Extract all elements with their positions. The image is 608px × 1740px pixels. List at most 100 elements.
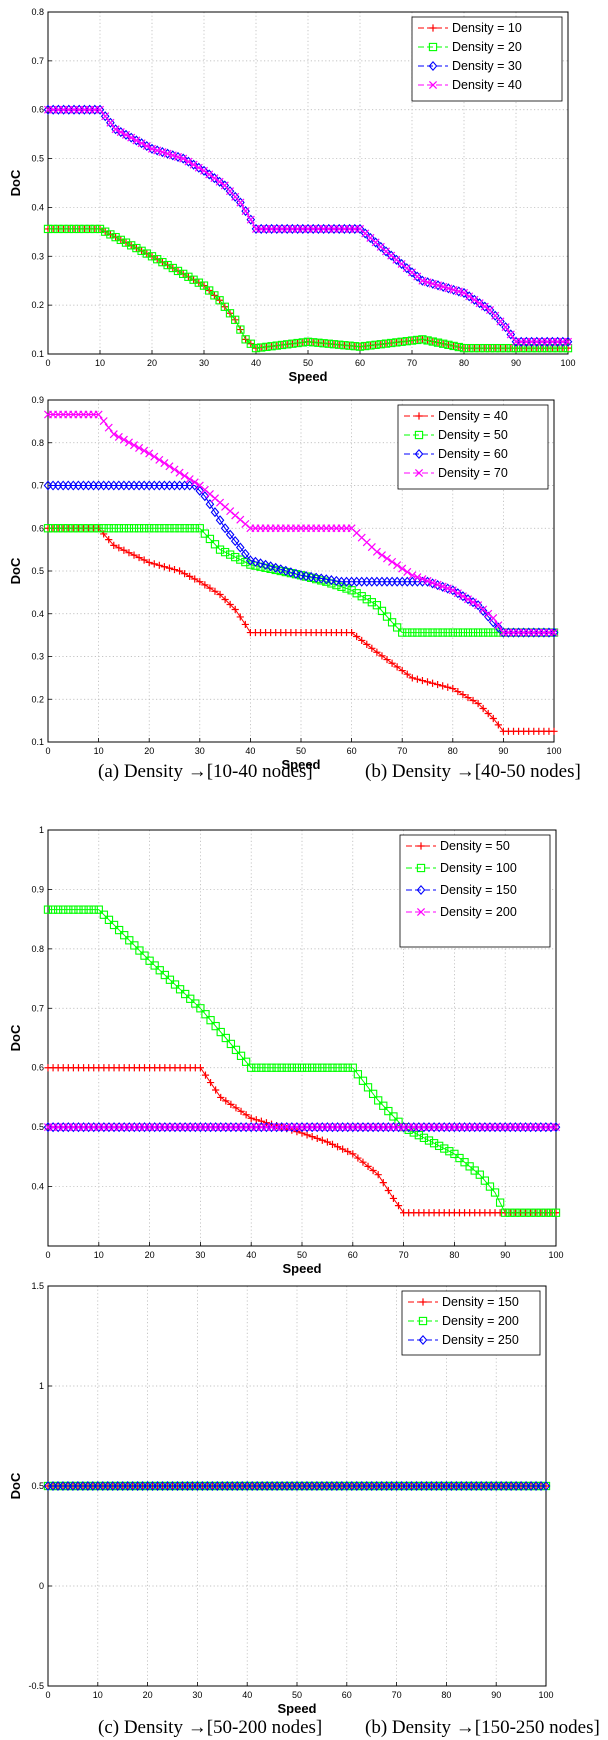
- data-point: [216, 1027, 225, 1037]
- x-tick-label: 30: [199, 358, 209, 368]
- data-point: [210, 540, 220, 549]
- data-point: [455, 1153, 464, 1163]
- data-point: [175, 567, 184, 575]
- data-point: [485, 343, 495, 353]
- data-point: [184, 272, 193, 281]
- data-point: [445, 1147, 454, 1156]
- data-point: [563, 336, 573, 347]
- y-tick-label: 1: [39, 825, 44, 835]
- data-point: [309, 338, 318, 347]
- data-point: [271, 562, 281, 573]
- data-point: [127, 133, 136, 142]
- data-point: [194, 163, 203, 172]
- data-point: [403, 567, 412, 576]
- data-point: [454, 287, 463, 296]
- data-point: [43, 524, 53, 533]
- data-point: [296, 570, 306, 581]
- data-point: [454, 342, 463, 352]
- data-point: [298, 338, 307, 347]
- data-point: [340, 341, 349, 350]
- data-point: [125, 549, 133, 557]
- data-point: [489, 614, 498, 623]
- data-point: [428, 337, 437, 346]
- data-point: [266, 564, 275, 574]
- series-4: [43, 1123, 561, 1132]
- data-point: [358, 1076, 368, 1085]
- legend-label: Density = 100: [440, 861, 517, 875]
- data-point: [277, 340, 287, 350]
- data-point: [236, 1051, 246, 1060]
- data-point: [54, 224, 63, 234]
- data-point: [267, 1063, 276, 1072]
- data-point: [377, 551, 386, 560]
- legend-label: Density = 50: [440, 839, 510, 853]
- data-point: [205, 170, 214, 179]
- data-point: [180, 524, 189, 533]
- data-point: [392, 338, 401, 347]
- data-point: [84, 905, 93, 914]
- y-tick-label: 0.7: [31, 481, 44, 491]
- data-point: [247, 1114, 255, 1122]
- data-point: [215, 296, 224, 305]
- data-point: [394, 1201, 403, 1210]
- data-point: [329, 340, 339, 349]
- data-point: [372, 601, 382, 610]
- data-point: [362, 595, 371, 604]
- legend-marker: [417, 842, 425, 850]
- data-point: [291, 568, 301, 579]
- data-point: [206, 584, 214, 592]
- legend-label: Density = 200: [440, 905, 517, 919]
- data-point: [225, 186, 235, 197]
- data-point: [501, 343, 510, 353]
- caption-c: (c) Density →[50-200 nodes]: [98, 1717, 322, 1738]
- data-point: [563, 337, 573, 346]
- data-point: [114, 925, 124, 935]
- data-point: [120, 931, 129, 940]
- data-point: [489, 714, 497, 723]
- data-point: [241, 620, 249, 629]
- y-tick-label: 0.2: [31, 694, 44, 704]
- x-tick-label: 80: [459, 358, 469, 368]
- x-tick-label: 30: [195, 746, 205, 756]
- data-point: [267, 342, 276, 351]
- data-point: [532, 343, 541, 353]
- data-point: [119, 524, 129, 533]
- y-tick-label: 0.8: [31, 7, 44, 17]
- data-point: [382, 554, 392, 563]
- data-point: [69, 524, 78, 533]
- data-point: [448, 628, 457, 637]
- x-tick-label: 20: [143, 1690, 153, 1700]
- data-point: [205, 286, 214, 295]
- data-point: [348, 628, 356, 637]
- data-point: [226, 600, 234, 609]
- data-point: [398, 666, 406, 675]
- legend-label: Density = 60: [438, 447, 508, 461]
- data-point: [357, 592, 366, 601]
- data-point: [90, 224, 99, 234]
- data-point: [332, 580, 341, 590]
- data-point: [428, 679, 437, 687]
- data-point: [521, 1208, 530, 1217]
- data-point: [363, 1083, 373, 1092]
- data-point: [368, 644, 376, 652]
- data-point: [155, 561, 163, 569]
- data-point: [439, 339, 448, 348]
- data-point: [438, 628, 447, 637]
- data-point: [200, 491, 210, 502]
- data-point: [135, 946, 144, 955]
- data-point: [435, 1141, 444, 1151]
- data-point: [511, 1208, 520, 1217]
- data-point: [344, 1147, 352, 1156]
- data-point: [120, 546, 128, 554]
- data-point: [473, 628, 483, 637]
- data-point: [409, 1128, 418, 1137]
- data-point: [150, 452, 159, 461]
- data-point: [116, 235, 125, 245]
- data-point: [153, 255, 162, 264]
- data-point: [338, 1063, 347, 1072]
- data-point: [369, 1166, 377, 1175]
- data-point: [358, 636, 366, 645]
- legend-label: Density = 40: [452, 78, 522, 92]
- x-tick-label: 90: [498, 746, 508, 756]
- data-point: [328, 1063, 337, 1072]
